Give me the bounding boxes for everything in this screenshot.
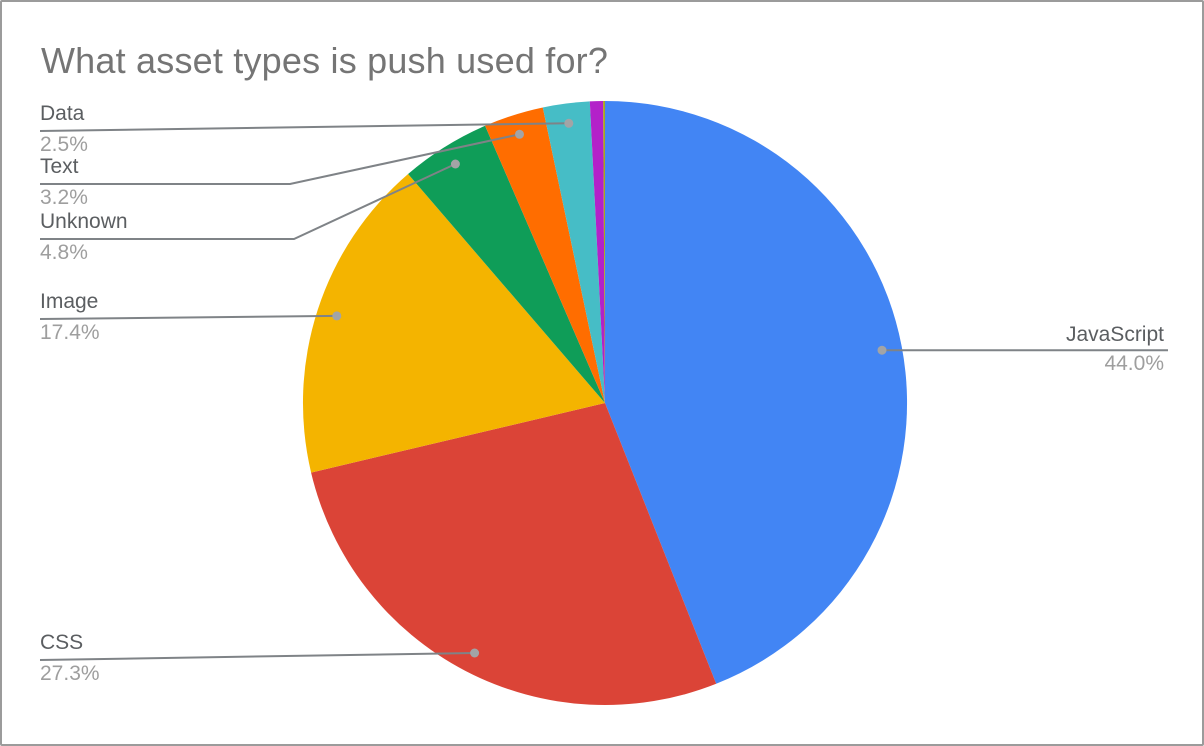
pie-slice-data[interactable] — [542, 101, 605, 404]
pie-slice-text[interactable] — [485, 107, 605, 404]
pie-slice-javascript[interactable] — [605, 101, 908, 684]
pie-slice-css[interactable] — [311, 403, 717, 706]
pie-slice-unknown[interactable] — [408, 125, 605, 404]
slice-percent-css: 27.3% — [40, 662, 100, 685]
pie-slice-unlabeled-2[interactable] — [603, 100, 605, 403]
anchor-dot-data — [564, 118, 574, 128]
slice-label-javascript: JavaScript — [1065, 323, 1164, 347]
slice-percent-text: 3.2% — [40, 186, 88, 209]
slice-percent-unknown: 4.8% — [40, 241, 88, 264]
slice-percent-image: 17.4% — [40, 321, 100, 344]
slice-label-text: Text — [40, 155, 79, 178]
slice-percent-data: 2.5% — [40, 133, 88, 156]
anchor-dot-css — [470, 648, 480, 658]
leader-line-css — [39, 652, 475, 661]
pie-slice-unlabeled-1[interactable] — [589, 101, 605, 403]
slice-label-unknown: Unknown — [40, 210, 128, 233]
chart-title: What asset types is push used for? — [41, 40, 609, 81]
slice-percent-javascript: 44.0% — [1104, 352, 1164, 376]
anchor-dot-unknown — [450, 159, 460, 169]
anchor-dot-image — [332, 311, 342, 321]
leader-line-data — [39, 122, 569, 132]
anchor-dot-javascript — [877, 345, 887, 355]
slice-label-image: Image — [40, 290, 99, 313]
leader-line-text — [40, 133, 520, 185]
pie-slice-image[interactable] — [302, 174, 605, 473]
leader-line-image — [39, 314, 337, 320]
slice-label-css: CSS — [40, 631, 84, 654]
leader-line-unknown — [40, 163, 456, 240]
anchor-dot-text — [515, 129, 524, 139]
slice-label-data: Data — [40, 102, 85, 125]
